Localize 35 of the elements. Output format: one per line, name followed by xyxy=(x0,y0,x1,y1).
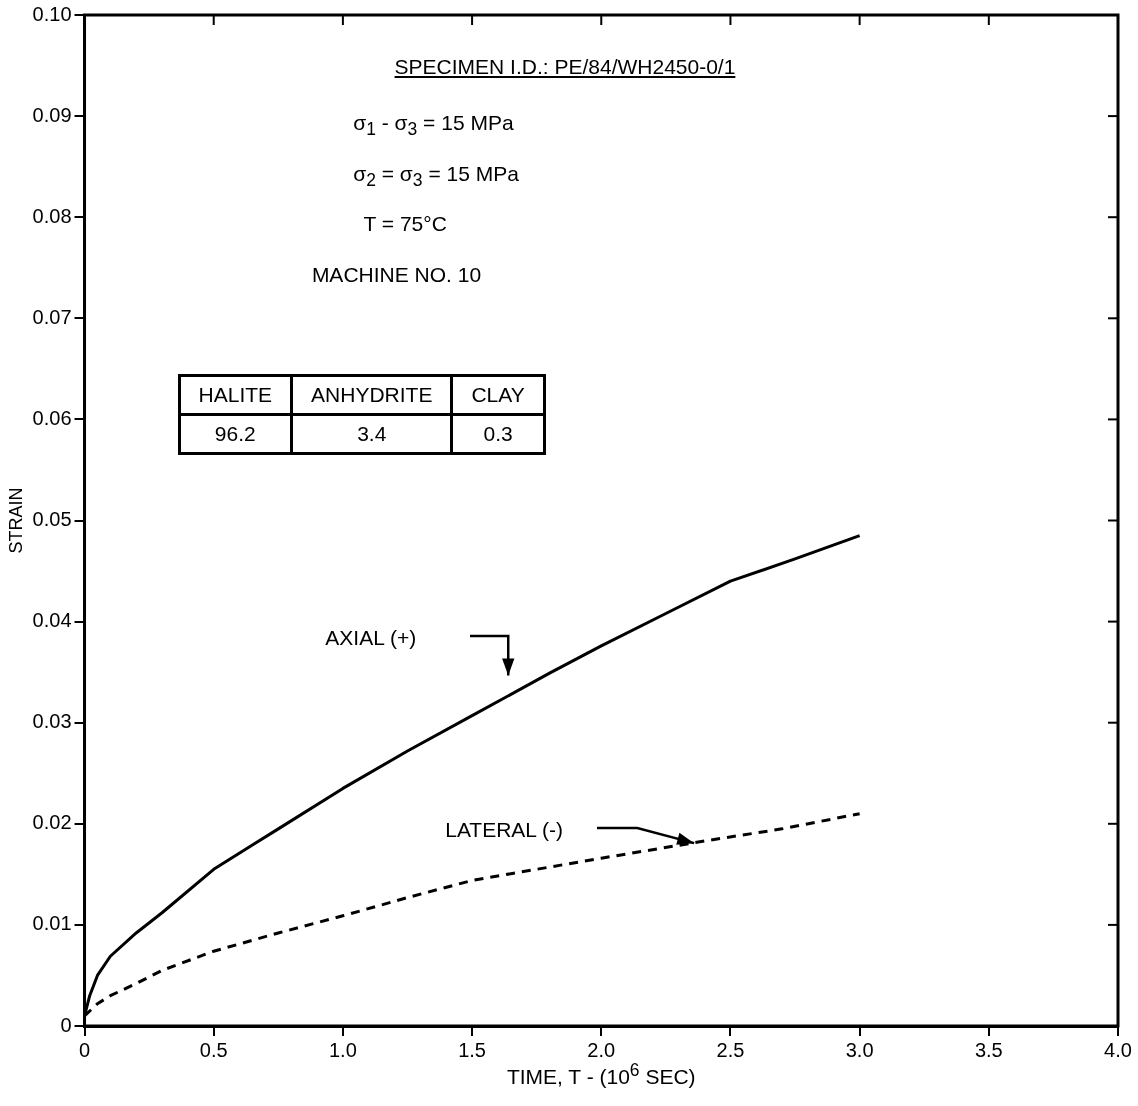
y-tick-label: 0.09 xyxy=(32,103,72,126)
annotation: σ$_{1}$ - σ$_{3}$ = 15 MPa xyxy=(353,111,514,141)
annotation: σ$_{2}$ = σ$_{3}$ = 15 MPa xyxy=(353,161,519,191)
x-axis-title: TIME, T - (10$^{6}$ SEC) xyxy=(506,1060,696,1089)
annotation: MACHINE NO. 10 xyxy=(311,262,482,287)
annotation: ANHYDRITE xyxy=(291,375,452,415)
y-tick-label: 0 xyxy=(60,1013,72,1036)
x-tick-label: 1.5 xyxy=(458,1038,486,1061)
x-tick-label: 0.5 xyxy=(199,1038,228,1061)
y-tick-label: 0.10 xyxy=(32,2,72,25)
annotation: HALITE xyxy=(179,375,292,415)
annotation: 3.4 xyxy=(291,414,452,454)
y-tick-label: 0.06 xyxy=(32,406,72,429)
annotation: AXIAL (+) xyxy=(325,625,417,650)
x-tick-label: 3.0 xyxy=(845,1038,874,1061)
x-tick-label: 4.0 xyxy=(1104,1038,1132,1061)
y-tick-label: 0.05 xyxy=(32,508,72,531)
annotation: LATERAL (-) xyxy=(445,817,564,842)
y-tick-label: 0.01 xyxy=(32,912,72,935)
annotation: T = 75°C xyxy=(363,212,447,237)
annotation: CLAY xyxy=(451,375,545,415)
y-tick-label: 0.03 xyxy=(32,710,72,733)
x-tick-label: 0 xyxy=(78,1038,91,1061)
y-tick-label: 0.08 xyxy=(32,204,72,227)
y-tick-label: 0.07 xyxy=(32,305,72,328)
annotation: 0.3 xyxy=(451,414,545,454)
x-tick-label: 2.0 xyxy=(587,1038,616,1061)
annotation: SPECIMEN I.D.: PE/84/WH2450-0/1 xyxy=(394,55,736,80)
annotation: 96.2 xyxy=(179,414,292,454)
x-tick-label: 1.0 xyxy=(328,1038,357,1061)
x-tick-label: 3.5 xyxy=(974,1038,1003,1061)
y-tick-label: 0.02 xyxy=(32,811,72,834)
y-tick-label: 0.04 xyxy=(32,609,72,632)
y-axis-title: STRAIN xyxy=(5,487,26,554)
x-tick-label: 2.5 xyxy=(716,1038,745,1061)
